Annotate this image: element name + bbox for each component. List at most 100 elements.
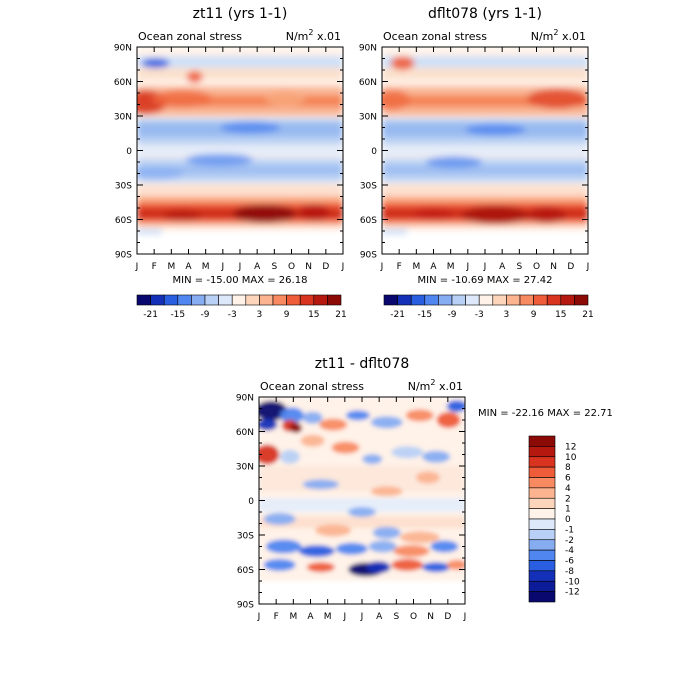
x-tick-label: A (430, 262, 437, 272)
x-tick-label: S (516, 262, 522, 272)
field-patch (366, 561, 391, 574)
colorbar-swatch (546, 294, 562, 306)
field-band (382, 185, 588, 197)
units-scale: x.01 (559, 30, 587, 43)
y-tick-label: 90N (236, 394, 254, 404)
x-tick-label: J (257, 612, 261, 622)
variable-label: Ocean zonal stress (383, 30, 487, 43)
field-patch (331, 441, 360, 454)
colorbar-swatch (528, 497, 556, 509)
colorbar-swatch (533, 294, 548, 306)
colorbar-swatch (438, 294, 453, 306)
colorbar-swatch (574, 294, 589, 306)
field-patch (368, 540, 397, 553)
missing-data (259, 581, 465, 604)
colorbar-swatch (519, 294, 534, 306)
field-patch (298, 545, 335, 558)
field-patch (232, 204, 297, 223)
x-tick-label: F (152, 262, 157, 272)
x-tick-label: J (463, 612, 467, 622)
colorbar-label: -9 (448, 310, 457, 320)
field-patch (393, 545, 430, 558)
x-tick-label: A (254, 262, 261, 272)
y-tick-label: 90S (115, 251, 132, 261)
colorbar-swatch (506, 294, 521, 306)
x-tick-label: J (135, 262, 139, 272)
field-patch (391, 446, 424, 459)
field-patch (185, 153, 254, 166)
colorbar-swatch (528, 529, 556, 541)
colorbar-swatch (231, 294, 247, 306)
y-tick-label: 0 (371, 147, 377, 157)
field-patch (411, 207, 456, 220)
field-band (137, 56, 343, 68)
colorbar-swatch (424, 294, 439, 306)
colorbar-swatch (528, 570, 556, 582)
units-scale: x.01 (436, 380, 464, 393)
colorbar-swatch (136, 294, 151, 306)
field-patch (348, 507, 376, 517)
colorbar-label: 10 (565, 453, 577, 463)
colorbar-label: -3 (228, 310, 237, 320)
field-patch (265, 539, 302, 554)
stats-label: MIN = -22.16 MAX = 22.71 (478, 408, 613, 419)
colorbar-swatch (150, 294, 165, 306)
field-patch (298, 204, 331, 221)
y-tick-label: 60N (236, 428, 254, 438)
field-patch (335, 542, 368, 555)
colorbar-label: 15 (555, 310, 566, 320)
panel-title: zt11 - dflt078 (315, 356, 410, 372)
field-patch (390, 56, 415, 71)
colorbar-swatch (528, 446, 556, 458)
field-patch (302, 411, 323, 424)
colorbar-swatch (451, 294, 466, 306)
x-tick-label: F (274, 612, 279, 622)
field-patch (306, 562, 335, 573)
field-patch (263, 558, 296, 571)
colorbar-swatch (327, 294, 342, 306)
colorbar-label: 15 (308, 310, 319, 320)
x-tick-label: M (289, 612, 297, 622)
x-tick-label: J (221, 262, 225, 272)
colorbar-swatch (259, 294, 274, 306)
field-patch (302, 479, 339, 490)
field-patch (279, 449, 300, 464)
colorbar-swatch (528, 477, 556, 489)
colorbar-swatch (528, 549, 556, 561)
colorbar-swatch (299, 294, 315, 306)
plot-frame: J F M A M J J A S O N D J90N60N30N030S60S90Sdflt078 … (359, 6, 590, 272)
units-label: N/m2 x.01 (286, 28, 341, 43)
y-tick-label: 0 (126, 147, 132, 157)
field-band (259, 516, 465, 529)
contour-layers (382, 47, 588, 254)
y-tick-label: 30S (360, 182, 377, 192)
field-patch (382, 228, 407, 235)
colorbar-swatch (528, 466, 556, 478)
x-tick-label: F (397, 262, 402, 272)
colorbar-swatch (286, 294, 301, 306)
colorbar-swatch (528, 435, 556, 447)
field-patch (422, 562, 451, 573)
field-patch (263, 512, 296, 525)
missing-data (137, 231, 343, 254)
field-patch (391, 558, 424, 571)
y-tick-label: 30S (115, 182, 132, 192)
field-patch (370, 416, 403, 429)
colorbar-swatch (465, 294, 480, 306)
x-tick-label: D (567, 262, 574, 272)
field-patch (446, 559, 465, 570)
colorbar-label: 4 (565, 484, 571, 494)
field-patch (372, 526, 401, 539)
field-patch (319, 418, 348, 431)
field-patch (415, 471, 440, 484)
contour-field (137, 47, 343, 254)
units-label: N/m2 x.01 (531, 28, 586, 43)
x-tick-label: J (360, 612, 364, 622)
colorbar-label: -8 (565, 567, 574, 577)
field-patch (315, 524, 352, 537)
colorbar-swatch (478, 294, 494, 306)
colorbar-label: 2 (565, 494, 571, 504)
x-tick-label: O (533, 262, 540, 272)
y-tick-label: 30S (237, 532, 254, 542)
colorbar-swatch (528, 508, 556, 520)
